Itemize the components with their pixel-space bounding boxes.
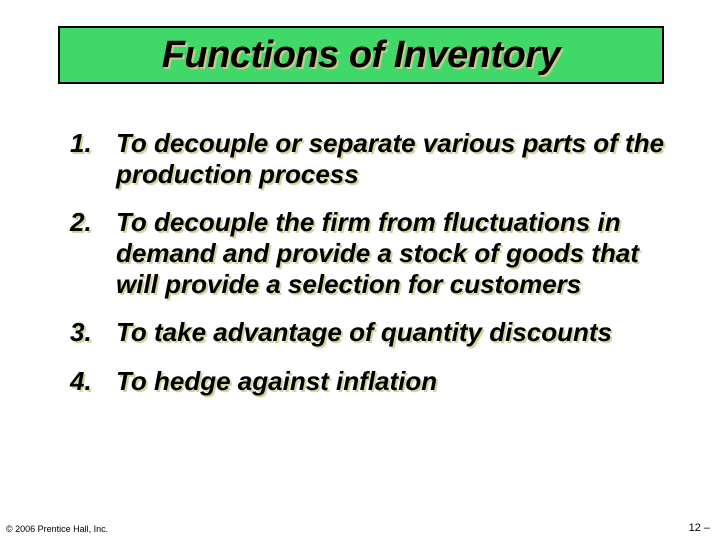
footer-page-number: 12 –: [689, 522, 710, 534]
item-number: 4.: [70, 366, 116, 397]
title-box: Functions of Inventory: [58, 26, 664, 84]
item-text: To decouple or separate various parts of…: [116, 128, 670, 189]
list-item: 1. To decouple or separate various parts…: [70, 128, 670, 189]
item-text: To take advantage of quantity discounts: [116, 317, 670, 348]
item-text: To hedge against inflation: [116, 366, 670, 397]
list-item: 2. To decouple the firm from fluctuation…: [70, 207, 670, 299]
item-number: 1.: [70, 128, 116, 189]
list-item: 3. To take advantage of quantity discoun…: [70, 317, 670, 348]
list-item: 4. To hedge against inflation: [70, 366, 670, 397]
numbered-list: 1. To decouple or separate various parts…: [70, 128, 670, 415]
slide-title: Functions of Inventory: [162, 34, 561, 77]
item-text: To decouple the firm from fluctuations i…: [116, 207, 670, 299]
footer-copyright: © 2006 Prentice Hall, Inc.: [6, 524, 108, 534]
item-number: 2.: [70, 207, 116, 299]
item-number: 3.: [70, 317, 116, 348]
